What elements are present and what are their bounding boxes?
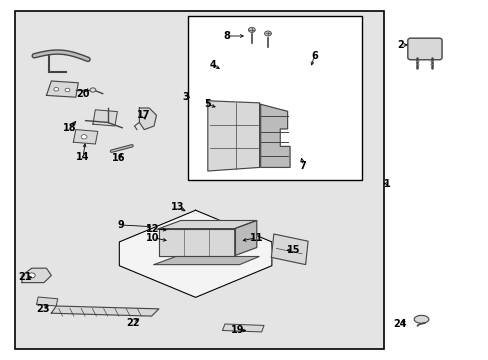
Text: 11: 11 bbox=[249, 233, 263, 243]
Text: 24: 24 bbox=[392, 319, 406, 329]
Ellipse shape bbox=[81, 135, 87, 139]
Polygon shape bbox=[119, 210, 271, 297]
Polygon shape bbox=[93, 110, 117, 126]
Text: 20: 20 bbox=[76, 89, 90, 99]
Text: 19: 19 bbox=[231, 325, 244, 336]
Polygon shape bbox=[207, 101, 259, 171]
Polygon shape bbox=[159, 220, 256, 229]
Ellipse shape bbox=[54, 87, 59, 91]
Text: 2: 2 bbox=[397, 40, 404, 50]
Bar bbox=[15, 11, 383, 349]
Text: 14: 14 bbox=[76, 152, 90, 162]
Text: 23: 23 bbox=[36, 303, 49, 314]
Text: 5: 5 bbox=[204, 99, 211, 109]
Polygon shape bbox=[51, 306, 159, 316]
Polygon shape bbox=[139, 108, 156, 130]
Ellipse shape bbox=[264, 31, 271, 36]
Text: 16: 16 bbox=[112, 153, 125, 163]
Text: 21: 21 bbox=[19, 272, 32, 282]
Polygon shape bbox=[73, 130, 98, 144]
Ellipse shape bbox=[90, 88, 96, 92]
Polygon shape bbox=[234, 220, 256, 256]
Polygon shape bbox=[159, 229, 234, 256]
Text: 8: 8 bbox=[223, 31, 229, 41]
Text: 7: 7 bbox=[299, 161, 306, 171]
Text: 17: 17 bbox=[136, 110, 150, 120]
Ellipse shape bbox=[413, 315, 428, 323]
Text: 1: 1 bbox=[384, 179, 390, 189]
Text: 22: 22 bbox=[126, 318, 140, 328]
Ellipse shape bbox=[28, 273, 35, 278]
Ellipse shape bbox=[248, 27, 255, 32]
Polygon shape bbox=[22, 268, 51, 283]
Polygon shape bbox=[37, 297, 58, 306]
Text: 10: 10 bbox=[146, 233, 160, 243]
Text: 15: 15 bbox=[286, 245, 300, 255]
FancyBboxPatch shape bbox=[407, 38, 441, 60]
Text: 6: 6 bbox=[310, 51, 317, 61]
Polygon shape bbox=[271, 234, 307, 265]
Polygon shape bbox=[46, 81, 78, 97]
Text: 12: 12 bbox=[146, 224, 160, 234]
Text: 18: 18 bbox=[63, 123, 77, 133]
Text: 9: 9 bbox=[118, 220, 124, 230]
Polygon shape bbox=[222, 324, 264, 332]
Bar bbox=[188, 16, 361, 180]
Polygon shape bbox=[154, 256, 259, 265]
Text: 13: 13 bbox=[170, 202, 184, 212]
Text: 4: 4 bbox=[209, 60, 216, 70]
Ellipse shape bbox=[65, 88, 70, 92]
Polygon shape bbox=[260, 104, 289, 167]
Text: 3: 3 bbox=[182, 92, 189, 102]
